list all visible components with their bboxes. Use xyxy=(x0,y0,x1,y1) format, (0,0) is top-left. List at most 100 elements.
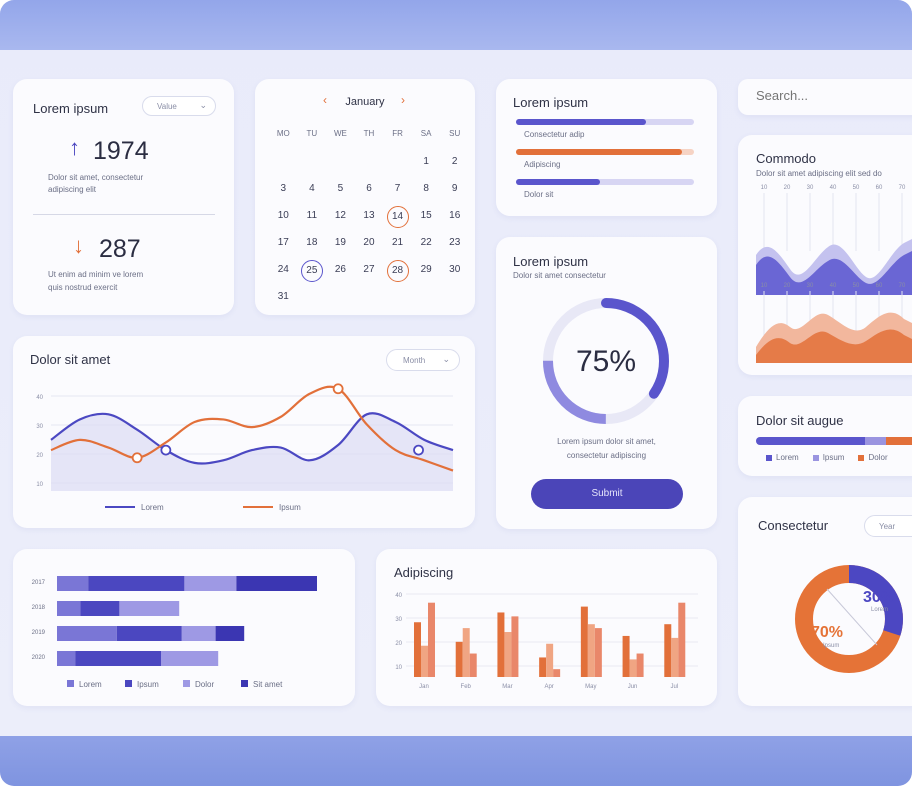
bar xyxy=(539,657,547,677)
axis-tick-label: 20 xyxy=(784,185,791,191)
progress-row: Adipiscing xyxy=(516,149,694,179)
progress-track xyxy=(516,149,694,155)
progress-row: Dolor sit xyxy=(516,179,694,209)
calendar-day[interactable]: 12 xyxy=(326,203,355,230)
calendar-day[interactable]: 16 xyxy=(440,203,469,230)
calendar-day[interactable]: 19 xyxy=(326,230,355,257)
calendar-empty xyxy=(298,149,327,176)
calendar-day-label: 2 xyxy=(451,155,458,167)
calendar-day[interactable]: 26 xyxy=(326,257,355,284)
line-chart-card: Dolor sit amet Month ⌄ 40 30 20 10 Lorem Ipsu… xyxy=(13,336,475,528)
calendar-day[interactable]: 5 xyxy=(326,176,355,203)
hbar-segment xyxy=(57,626,117,641)
calendar-day[interactable]: 22 xyxy=(412,230,441,257)
progress-card-title: Lorem ipsum xyxy=(513,95,589,110)
chevron-right-icon[interactable]: › xyxy=(401,93,405,107)
stat1-value: 1974 xyxy=(93,137,149,165)
stacked-bar xyxy=(756,437,912,445)
calendar-day-label: 30 xyxy=(449,263,461,275)
calendar-day[interactable]: 14 xyxy=(383,203,412,230)
calendar-day[interactable]: 21 xyxy=(383,230,412,257)
calendar-weekday: TU xyxy=(306,129,318,138)
donut-card: Consectetur Year 30% Lorem 70% Ipsum xyxy=(738,497,912,706)
line-chart-dropdown-label: Month xyxy=(403,356,426,365)
adipiscing-title: Adipiscing xyxy=(394,565,454,580)
data-point xyxy=(332,383,344,395)
calendar-day[interactable]: 10 xyxy=(269,203,298,230)
calendar-weekday: MO xyxy=(276,129,290,138)
stats-dropdown[interactable]: Value ⌄ xyxy=(142,96,216,116)
line-chart-title: Dolor sit amet xyxy=(30,352,111,367)
arrow-down-icon: ↓ xyxy=(73,233,84,258)
stat2-desc1: Ut enim ad minim ve lorem xyxy=(48,270,144,279)
calendar-weekday: FR xyxy=(392,129,403,138)
donut-b-sub: Ipsum xyxy=(823,643,839,649)
calendar-day[interactable]: 18 xyxy=(298,230,327,257)
calendar-day[interactable]: 1 xyxy=(412,149,441,176)
legend-item: Lorem xyxy=(766,453,799,462)
axis-tick-label: 30 xyxy=(807,185,814,191)
calendar-day[interactable]: 9 xyxy=(440,176,469,203)
legend-label: Ipsum xyxy=(822,453,845,462)
donut-title: Consectetur xyxy=(758,518,829,533)
calendar-day-label: 4 xyxy=(309,182,315,194)
progress-track xyxy=(516,179,694,185)
calendar-day-label: 15 xyxy=(420,209,432,221)
calendar-day[interactable]: 30 xyxy=(440,257,469,284)
hbar-segment xyxy=(116,626,182,641)
legend-swatch xyxy=(812,454,819,461)
series-line-ipsum xyxy=(50,385,454,472)
arrow-up-icon: ↑ xyxy=(69,135,80,160)
line-chart-dropdown[interactable]: Month ⌄ xyxy=(386,349,460,371)
wave-orange xyxy=(756,329,912,363)
donut-dropdown[interactable]: Year xyxy=(864,515,912,537)
progress-label: Adipiscing xyxy=(524,160,561,169)
gauge-card: Lorem ipsum Dolor sit amet consectetur 7… xyxy=(496,237,717,529)
calendar-day-label: 11 xyxy=(306,209,318,221)
search-input[interactable] xyxy=(756,88,906,103)
search-box[interactable] xyxy=(738,79,912,115)
calendar-day[interactable]: 2 xyxy=(440,149,469,176)
calendar-weekday: WE xyxy=(333,129,347,138)
calendar-day[interactable]: 29 xyxy=(412,257,441,284)
calendar-day[interactable]: 20 xyxy=(355,230,384,257)
top-bar xyxy=(0,0,912,50)
calendar-day[interactable]: 31 xyxy=(269,284,298,311)
calendar-day[interactable]: 7 xyxy=(383,176,412,203)
calendar-day[interactable]: 3 xyxy=(269,176,298,203)
calendar-day[interactable]: 23 xyxy=(440,230,469,257)
calendar-day[interactable]: 17 xyxy=(269,230,298,257)
chevron-left-icon[interactable]: ‹ xyxy=(323,93,327,107)
y-tick-label: 40 xyxy=(36,395,43,401)
calendar-day[interactable]: 24 xyxy=(269,257,298,284)
submit-button[interactable]: Submit xyxy=(531,479,683,509)
calendar-day[interactable]: 15 xyxy=(412,203,441,230)
calendar-day-label: 5 xyxy=(337,182,344,194)
y-tick-label: 20 xyxy=(395,641,402,647)
calendar-day[interactable]: 8 xyxy=(412,176,441,203)
legend-item: Dolor xyxy=(858,453,888,462)
progress-bars: Consectetur adip Adipiscing Dolor sit xyxy=(516,119,694,209)
calendar-day[interactable]: 4 xyxy=(298,176,327,203)
calendar-day[interactable]: 13 xyxy=(355,203,384,230)
progress-fill xyxy=(516,179,600,185)
calendar-day-label: 8 xyxy=(423,182,429,194)
calendar-weekday: TH xyxy=(363,129,375,138)
hbar-segment xyxy=(161,651,219,666)
adipiscing-card: Adipiscing 40 30 20 10 Jan Feb Mar Apr May Jun Jul xyxy=(376,549,717,706)
calendar-day[interactable]: 28 xyxy=(383,257,412,284)
calendar-day[interactable]: 27 xyxy=(355,257,384,284)
calendar-day[interactable]: 6 xyxy=(355,176,384,203)
commodo-wave-chart: 10 20 30 40 50 60 70 10 20 30 40 50 60 70 xyxy=(756,185,912,363)
x-tick-label: Jun xyxy=(628,684,638,690)
hbar-chart: 2017 2018 2019 2020 Lorem Ipsum Dolor Sit amet xyxy=(32,576,317,689)
calendar-day-label: 24 xyxy=(277,263,289,275)
stat1-desc1: Dolor sit amet, consectetur xyxy=(48,173,144,182)
calendar-day-label: 25 xyxy=(300,259,323,282)
category-label: 2018 xyxy=(32,605,46,611)
legend-item: Ipsum xyxy=(812,453,845,462)
calendar-day[interactable]: 25 xyxy=(298,257,327,284)
legend-label: Lorem xyxy=(79,680,102,689)
calendar-day[interactable]: 11 xyxy=(298,203,327,230)
axis-tick-label: 30 xyxy=(807,283,814,289)
